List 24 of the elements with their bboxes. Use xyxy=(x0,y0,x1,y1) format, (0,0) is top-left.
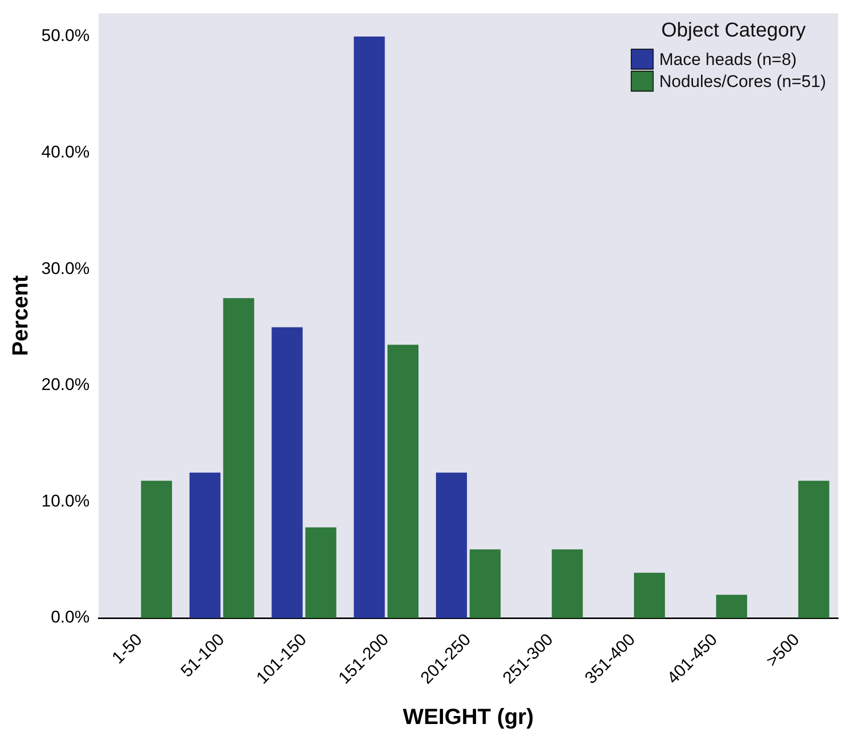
bar xyxy=(272,327,303,618)
legend-title: Object Category xyxy=(661,20,806,42)
legend-label: Nodules/Cores (n=51) xyxy=(659,72,826,91)
bar xyxy=(223,298,254,618)
bar xyxy=(470,549,501,618)
y-tick-label: 40.0% xyxy=(41,142,90,162)
bar xyxy=(387,344,418,618)
bar xyxy=(305,527,336,618)
y-axis-title: Percent xyxy=(7,274,32,356)
bar xyxy=(190,472,220,618)
bar xyxy=(354,36,385,618)
y-tick-label: 50.0% xyxy=(41,26,90,46)
bar xyxy=(798,480,830,618)
legend-label: Mace heads (n=8) xyxy=(659,50,797,69)
bar xyxy=(436,472,467,618)
bar xyxy=(634,572,665,618)
x-axis-title: WEIGHT (gr) xyxy=(402,704,534,729)
y-tick-label: 20.0% xyxy=(41,375,90,394)
bar xyxy=(552,549,583,618)
y-tick-label: 0.0% xyxy=(50,608,90,627)
bar xyxy=(141,480,172,618)
y-tick-label: 10.0% xyxy=(41,491,90,510)
bar xyxy=(716,594,748,618)
y-tick-label: 30.0% xyxy=(41,258,90,278)
